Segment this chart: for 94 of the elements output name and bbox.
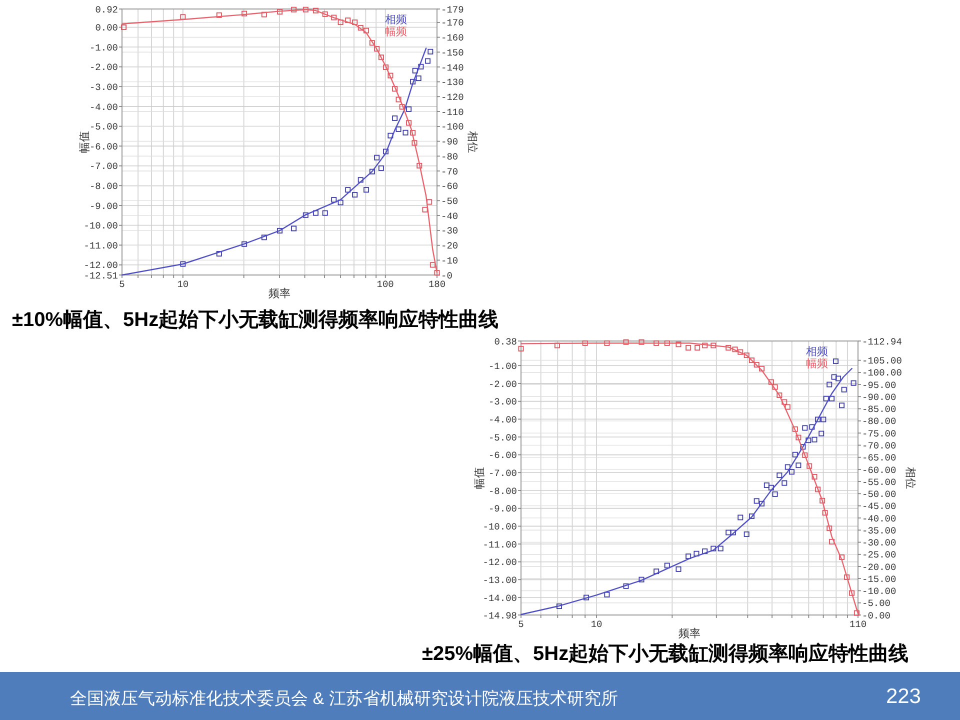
axis-title: 频率 (678, 628, 700, 640)
tick-label: -60.00 (862, 464, 896, 476)
tick-label: -15.00 (862, 574, 896, 585)
tick-label: -90 (441, 136, 458, 148)
tick-label: -8.00 (89, 181, 118, 192)
tick-label: 10 (590, 619, 602, 630)
tick-label: 5 (119, 279, 125, 290)
tick-label: -100.00 (862, 368, 902, 379)
tick-label: -70 (441, 166, 458, 178)
tick-label: -40.00 (862, 513, 896, 524)
legend-item: 幅频 (806, 358, 828, 370)
legend-item: 相频 (806, 346, 828, 358)
tick-label: -65.00 (862, 452, 896, 464)
tick-label: 0.92 (95, 4, 118, 16)
tick-label: -11.00 (84, 240, 118, 252)
tick-label: -35.00 (862, 525, 896, 536)
tick-label: -12.00 (84, 260, 118, 272)
tick-label: -9.00 (89, 200, 118, 212)
tick-label: -8.00 (488, 486, 517, 497)
axis-title: 相位 (466, 131, 478, 153)
tick-label: -11.00 (482, 539, 517, 550)
tick-label: -6.00 (488, 450, 517, 462)
tick-label: -140 (441, 62, 464, 74)
tick-label: -6.00 (89, 141, 118, 152)
tick-label: -120 (441, 92, 464, 103)
tick-label: -50.00 (862, 489, 896, 500)
tick-label: -25.00 (862, 550, 896, 561)
tick-label: 0.38 (494, 336, 517, 348)
tick-label: -3.00 (89, 82, 118, 93)
tick-label: -30 (441, 226, 458, 237)
title: ±10%幅值、5Hz起始下小无载缸测得频率响应特性曲线 (12, 309, 499, 331)
axis-title: 相位 (904, 467, 916, 489)
tick-label: -90.00 (862, 392, 896, 403)
axis-title: 幅值 (474, 467, 486, 489)
tick-label: -170 (441, 18, 464, 29)
tick-label: -10.00 (482, 522, 517, 532)
tick-label: 10 (177, 279, 189, 290)
tick-label: -0.00 (862, 610, 891, 622)
tick-label: -3.00 (488, 396, 517, 408)
tick-label: -50 (441, 196, 458, 208)
tick-label: -100 (441, 122, 464, 133)
axis-title: 幅值 (78, 131, 91, 153)
tick-label: -70.00 (862, 440, 896, 452)
tick-label: 110 (849, 619, 867, 630)
axis-title: 频率 (268, 288, 290, 300)
tick-label: -5.00 (862, 598, 891, 610)
tick-label: -14.00 (482, 592, 517, 604)
tick-label: -7.00 (488, 468, 517, 479)
tick-label: -80 (441, 151, 458, 162)
tick-label: 180 (428, 279, 446, 290)
tick-label: -2.00 (488, 378, 517, 390)
legend-item: 相频 (385, 14, 407, 26)
tick-label: 100 (376, 279, 394, 290)
tick-label: -0 (441, 270, 452, 282)
tick-label: -20.00 (862, 562, 896, 573)
tick-label: -9.00 (488, 504, 517, 515)
annotation: 223 (886, 685, 921, 708)
tick-label: -14.98 (482, 610, 517, 622)
tick-label: -160 (441, 32, 464, 44)
tick-label: -30.00 (862, 538, 896, 549)
tick-label: -1.00 (488, 360, 517, 372)
tick-label: -85.00 (862, 404, 896, 416)
tick-label: -60 (441, 181, 458, 192)
tick-label: -7.00 (89, 161, 118, 172)
tick-label: -10.00 (862, 586, 896, 598)
tick-label: -112.94 (862, 336, 902, 348)
tick-label: -55.00 (862, 476, 896, 488)
tick-label: -20 (441, 240, 458, 252)
legend-item: 幅频 (385, 26, 407, 38)
tick-label: -10.00 (84, 220, 118, 232)
tick-label: -150 (441, 47, 464, 58)
tick-label: -110 (441, 106, 464, 118)
tick-label: -5.00 (89, 122, 118, 133)
tick-label: -12.00 (482, 557, 517, 568)
tick-label: -12.51 (84, 270, 118, 282)
tick-label: -179 (441, 4, 464, 16)
tick-label: -105.00 (862, 356, 902, 367)
tick-label: -130 (441, 77, 464, 88)
tick-label: -1.00 (89, 42, 118, 54)
tick-label: -40 (441, 210, 458, 222)
title: ±25%幅值、5Hz起始下小无载缸测得频率响应特性曲线 (422, 643, 909, 665)
tick-label: 0.00 (95, 22, 118, 34)
annotation: 全国液压气动标准化技术委员会 & 江苏省机械研究设计院液压技术研究所 (70, 689, 618, 708)
tick-label: -4.00 (89, 102, 118, 113)
tick-label: -45.00 (862, 501, 896, 512)
tick-label: -13.00 (482, 575, 517, 586)
tick-label: -5.00 (488, 432, 517, 444)
tick-label: 5 (518, 619, 524, 630)
tick-label: -80.00 (862, 416, 896, 428)
tick-label: -75.00 (862, 428, 896, 440)
tick-label: -4.00 (488, 414, 517, 426)
tick-label: -10 (441, 255, 458, 266)
tick-label: -95.00 (862, 380, 896, 391)
tick-label: -2.00 (89, 62, 118, 74)
